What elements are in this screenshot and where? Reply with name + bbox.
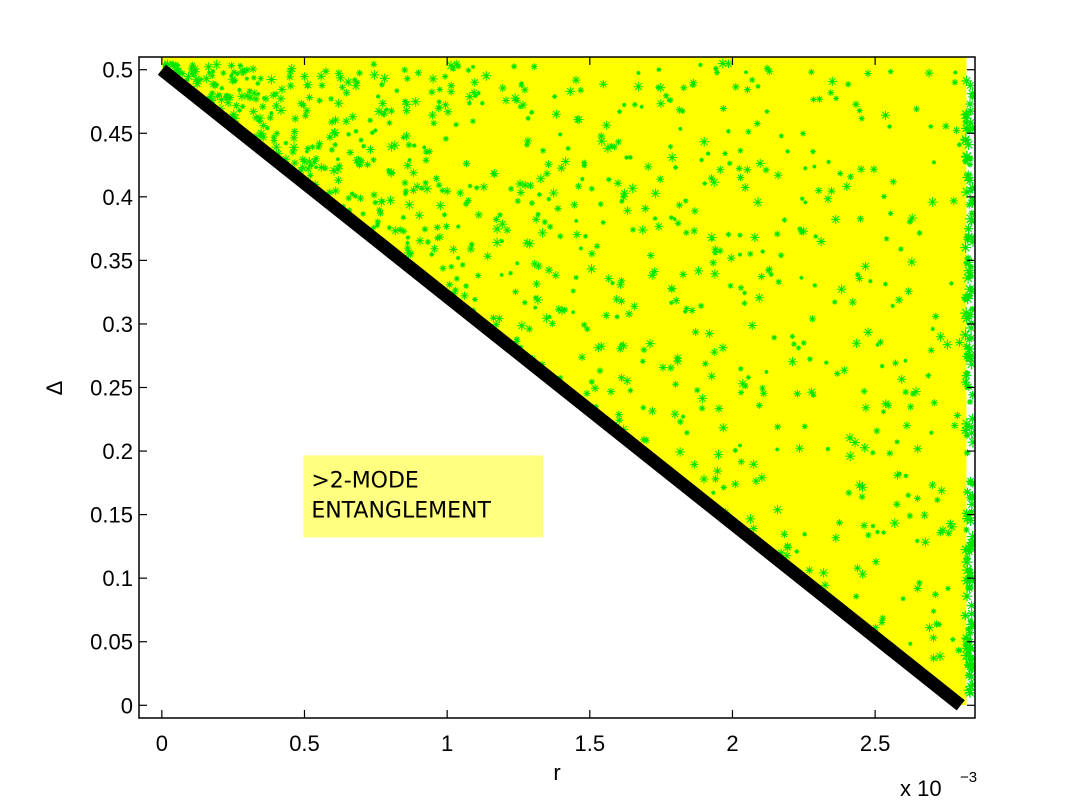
- y-axis: 0 0.05 0.1 0.15 0.2 0.25 0.3 0.35 0.4 0.45 0.5: [90, 58, 975, 718]
- x-tick-label: 1.5: [575, 731, 606, 756]
- annotation-background: [303, 455, 544, 538]
- x-axis-label: r: [553, 760, 560, 785]
- x-axis: 0 0.5 1 1.5 2 2.5: [156, 57, 891, 756]
- plot-area: [157, 57, 975, 711]
- y-tick-label: 0.3: [102, 312, 133, 337]
- annotation-text-line: >2-MODE: [311, 468, 419, 493]
- annotation-box: >2-MODE ENTANGLEMENT: [303, 455, 544, 538]
- x-tick-label: 0: [156, 731, 168, 756]
- x-axis-multiplier-base: x 10: [900, 776, 942, 801]
- y-tick-label: 0.2: [102, 439, 133, 464]
- boundary-line: [157, 64, 965, 711]
- y-tick-label: 0.25: [90, 376, 133, 401]
- annotation-text-line: ENTANGLEMENT: [311, 498, 491, 523]
- y-axis-label: Δ: [42, 380, 67, 395]
- y-tick-label: 0: [121, 693, 133, 718]
- y-tick-label: 0.35: [90, 248, 133, 273]
- x-tick-label: 2: [726, 731, 738, 756]
- y-tick-label: 0.5: [102, 58, 133, 83]
- x-tick-label: 0.5: [289, 731, 320, 756]
- y-tick-label: 0.4: [102, 185, 133, 210]
- x-tick-label: 1: [441, 731, 453, 756]
- y-tick-label: 0.45: [90, 121, 133, 146]
- x-axis-multiplier-exponent: −3: [960, 769, 977, 786]
- green-vertical-band: [959, 75, 975, 698]
- x-axis-multiplier: x 10 −3: [900, 769, 977, 801]
- x-tick-label: 2.5: [860, 731, 891, 756]
- y-tick-label: 0.05: [90, 630, 133, 655]
- y-tick-label: 0.15: [90, 503, 133, 528]
- y-tick-label: 0.1: [102, 566, 133, 591]
